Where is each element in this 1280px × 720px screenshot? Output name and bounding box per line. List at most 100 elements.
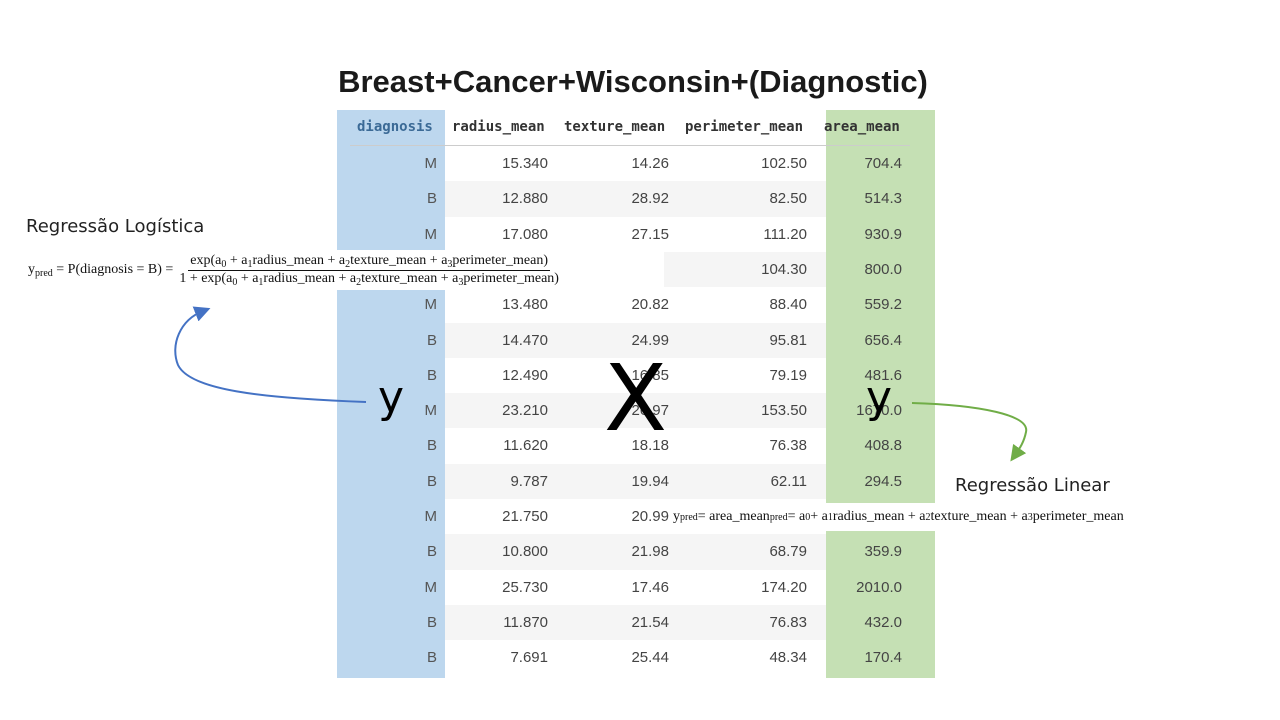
subscript: pred — [680, 511, 698, 523]
table-cell: B — [426, 649, 437, 667]
table-cell: M — [424, 155, 438, 172]
math-text: y — [28, 261, 35, 277]
table-cell: 21.750 — [502, 508, 548, 525]
math-text: 1 + exp(a — [179, 270, 233, 286]
subscript: 0 — [221, 258, 227, 270]
table-cell: B — [426, 613, 437, 631]
table-cell: 19.94 — [631, 472, 669, 490]
table-cell: 104.30 — [761, 260, 807, 278]
arrow — [911, 402, 1028, 462]
table-cell: B — [426, 331, 437, 349]
table-cell: 79.19 — [769, 366, 807, 384]
column-header: perimeter_mean — [685, 119, 804, 135]
target-column-highlight — [826, 110, 935, 678]
subscript: 0 — [805, 511, 811, 523]
table-cell: 1670.0 — [856, 402, 902, 420]
table-cell: 20.82 — [631, 296, 669, 314]
table-cell: 16.85 — [631, 366, 669, 384]
row-stripe — [445, 322, 826, 358]
arrow — [174, 306, 367, 403]
row-stripe — [445, 393, 826, 429]
table-cell: 559.2 — [864, 296, 902, 314]
table-cell: 24.99 — [631, 331, 669, 349]
title: Breast+Cancer+Wisconsin+(Diagnostic) — [338, 64, 928, 99]
subscript: 3 — [458, 276, 464, 288]
features-label: X — [604, 345, 668, 452]
table-cell: 102.50 — [761, 155, 807, 172]
column-header: area_mean — [824, 119, 900, 135]
table-cell: 82.50 — [769, 190, 807, 208]
target-column-highlight — [337, 110, 445, 678]
table-cell: 432.0 — [864, 613, 902, 631]
table-cell: 800.0 — [864, 260, 902, 278]
table-cell: 153.50 — [761, 402, 807, 420]
table-cell: B — [426, 472, 437, 490]
subscript: pred — [35, 267, 53, 279]
table-cell: 76.83 — [769, 613, 807, 631]
table-cell: 359.9 — [864, 543, 902, 561]
subscript: 3 — [1027, 511, 1033, 523]
math-text: texture_mean + a — [930, 509, 1028, 524]
table-cell: 11.620 — [503, 437, 548, 455]
subscript: pred — [769, 511, 788, 523]
table-cell: 25.44 — [631, 649, 669, 667]
target-label: y — [866, 372, 893, 423]
table-cell: 12.880 — [502, 190, 548, 208]
table-cell: 930.9 — [864, 225, 902, 243]
subscript: 3 — [447, 258, 453, 270]
math-text: = a — [787, 509, 806, 524]
table-cell: 62.11 — [770, 472, 807, 490]
table-cell: 15.340 — [502, 155, 548, 172]
table-cell: 294.5 — [864, 472, 902, 490]
math-text: texture_mean + a — [361, 270, 459, 286]
row-stripe — [445, 534, 826, 570]
table-cell: 17.080 — [502, 225, 548, 243]
table-cell: 9.787 — [510, 472, 548, 490]
table-cell: M — [424, 402, 438, 420]
subscript: 1 — [247, 258, 253, 270]
subscript: 1 — [827, 511, 833, 523]
table-cell: 514.3 — [864, 190, 902, 208]
table-cell: M — [424, 578, 438, 596]
fraction: exp(a0 + a1radius_mean + a2texture_mean … — [177, 253, 561, 288]
table-cell: 481.6 — [864, 366, 902, 384]
math-text: + a — [237, 270, 259, 286]
math-text: texture_mean + a — [350, 252, 448, 268]
table-cell: 23.210 — [502, 402, 548, 420]
target-label: y — [378, 372, 405, 423]
table-cell: 20.99 — [631, 508, 669, 525]
table-cell: M — [424, 508, 438, 525]
table-cell: 48.34 — [769, 649, 807, 667]
table-cell: 408.8 — [864, 437, 902, 455]
table-cell: B — [426, 543, 437, 561]
row-stripe — [445, 463, 826, 499]
column-header: texture_mean — [564, 119, 666, 135]
table-cell: 13.480 — [502, 296, 548, 314]
table-cell: 12.490 — [502, 366, 548, 384]
table-cell: 21.98 — [631, 543, 669, 561]
subscript: 1 — [258, 276, 264, 288]
table-cell: 174.20 — [761, 578, 807, 596]
header-rule — [350, 145, 910, 146]
logistic-formula: ypred = P(diagnosis = B) = exp(a0 + a1ra… — [28, 250, 664, 290]
table-cell: M — [424, 225, 438, 243]
math-text: radius_mean + a — [263, 270, 357, 286]
math-text: + a — [226, 252, 248, 268]
table-cell: 2010.0 — [856, 578, 902, 596]
table-cell: 26.97 — [631, 402, 669, 420]
row-stripe — [445, 181, 826, 217]
numerator: exp(a0 + a1radius_mean + a2texture_mean … — [188, 252, 551, 271]
math-text: perimeter_mean) — [463, 270, 559, 286]
table-cell: 14.26 — [631, 155, 669, 172]
math-text: exp(a — [190, 252, 222, 268]
table-cell: 14.470 — [502, 331, 548, 349]
table-cell: 21.54 — [631, 613, 669, 631]
table-cell: 656.4 — [864, 331, 902, 349]
math-text: perimeter_mean) — [452, 252, 549, 268]
logistic-label: Regressão Logística — [26, 216, 205, 237]
subscript: 2 — [345, 258, 351, 270]
table-cell: 17.46 — [631, 578, 669, 596]
